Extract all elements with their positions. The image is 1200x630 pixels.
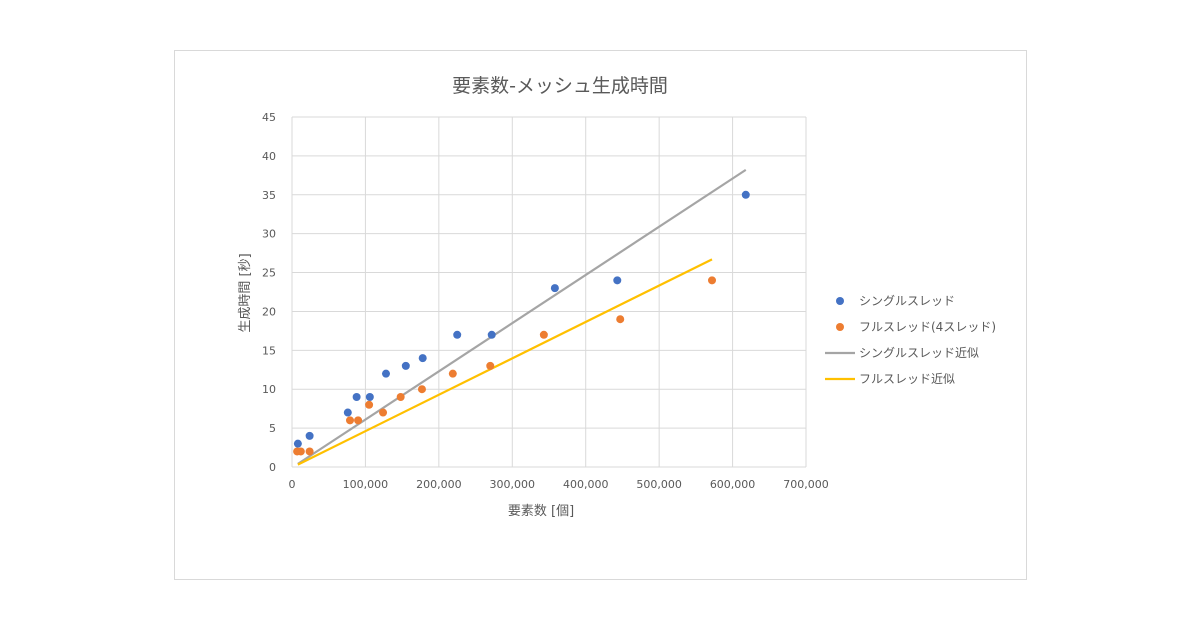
data-point-0 <box>305 431 314 440</box>
chart-title: 要素数-メッシュ生成時間 <box>452 75 668 97</box>
y-tick-label: 5 <box>269 422 276 435</box>
data-point-1 <box>417 385 426 394</box>
chart-frame: 要素数-メッシュ生成時間 0 100,000 200,000 300,000 400,0… <box>174 50 1027 580</box>
legend-marker <box>836 323 844 331</box>
data-point-0 <box>550 284 559 293</box>
data-point-1 <box>396 393 405 401</box>
data-point-0 <box>613 276 622 285</box>
x-tick-label: 200,000 <box>416 478 462 491</box>
x-tick-label: 500,000 <box>636 478 682 491</box>
data-point-0 <box>381 369 390 378</box>
trendline-2 <box>297 168 747 465</box>
data-point-1 <box>539 330 548 339</box>
data-point-0 <box>293 439 302 448</box>
y-tick-label: 10 <box>262 383 276 396</box>
data-point-1 <box>365 400 374 409</box>
data-point-0 <box>343 408 352 417</box>
data-point-1 <box>346 416 355 425</box>
trendline-3 <box>297 258 713 466</box>
data-point-1 <box>448 369 457 378</box>
data-point-1 <box>354 416 363 425</box>
data-point-0 <box>365 393 374 401</box>
x-tick-label: 0 <box>289 478 296 491</box>
x-axis-label: 要素数 [個] <box>508 504 574 519</box>
data-point-1 <box>616 315 625 324</box>
y-tick-label: 40 <box>262 150 276 163</box>
legend-label: シングルスレッド <box>859 294 955 308</box>
data-point-0 <box>741 190 750 199</box>
y-tick-label: 0 <box>269 461 276 474</box>
legend-label: シングルスレッド近似 <box>859 346 979 360</box>
y-tick-label: 35 <box>262 189 276 202</box>
data-point-1 <box>486 361 495 370</box>
y-tick-label: 30 <box>262 228 276 241</box>
data-point-1 <box>379 408 388 417</box>
data-point-0 <box>487 330 496 339</box>
scatter-chart: 要素数-メッシュ生成時間 0 100,000 200,000 300,000 400,0… <box>238 75 996 519</box>
x-tick-label: 300,000 <box>490 478 536 491</box>
y-tick-label: 20 <box>262 305 276 318</box>
legend-marker <box>836 297 844 305</box>
x-tick-label: 700,000 <box>783 478 829 491</box>
data-point-0 <box>418 354 427 363</box>
y-tick-label: 45 <box>262 111 276 124</box>
y-tick-label: 15 <box>262 344 276 357</box>
x-tick-label: 100,000 <box>343 478 389 491</box>
x-tick-label: 400,000 <box>563 478 609 491</box>
data-point-0 <box>352 393 361 401</box>
y-tick-label: 25 <box>262 267 276 280</box>
data-point-0 <box>453 330 462 339</box>
data-point-1 <box>708 276 717 285</box>
legend-label: フルスレッド近似 <box>859 372 955 386</box>
legend-label: フルスレッド(4スレッド) <box>859 320 996 334</box>
x-tick-label: 600,000 <box>710 478 756 491</box>
data-point-0 <box>401 361 410 370</box>
data-point-1 <box>296 447 305 456</box>
y-axis-label: 生成時間 [秒] <box>238 253 253 332</box>
data-point-1 <box>305 447 314 456</box>
